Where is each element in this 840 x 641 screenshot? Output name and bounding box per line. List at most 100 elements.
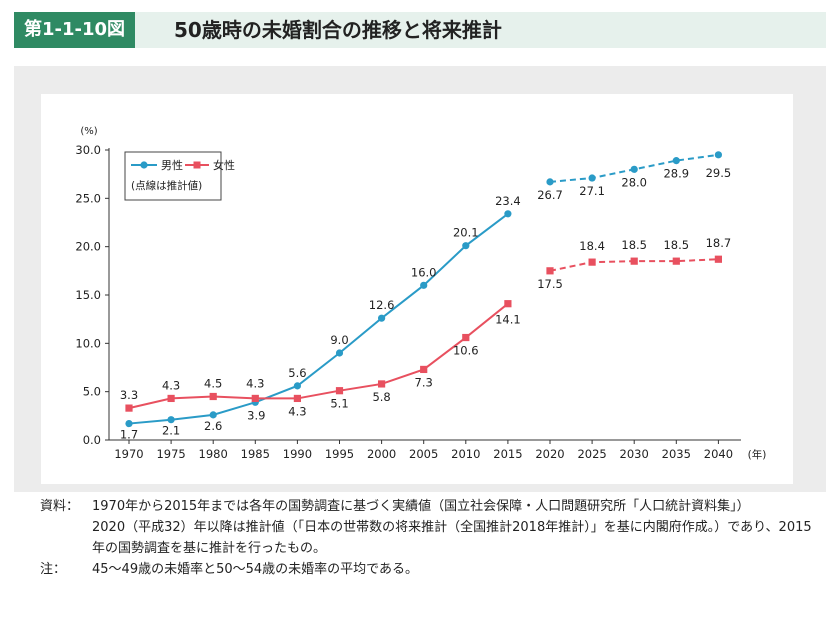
figure-title: 50歳時の未婚割合の推移と将来推計: [174, 18, 502, 42]
legend-male-label: 男性: [161, 158, 183, 172]
female-data-label: 5.1: [330, 397, 348, 411]
chart-panel: 0.0 5.0 10.0 15.0 20.0 25.0 30.0 (%) 1970 1975 198…: [41, 94, 793, 484]
female-data-label: 18.5: [663, 238, 689, 252]
x-tick-label: 2015: [493, 447, 522, 461]
y-tick-label: 10.0: [75, 336, 101, 350]
female-point: [251, 394, 259, 403]
female-point: [420, 365, 428, 374]
x-tick-label: 2005: [409, 447, 438, 461]
female-point: [209, 392, 217, 401]
female-data-label: 4.3: [246, 376, 264, 390]
source-text-line-1: 1970年から2015年までは各年の国勢調査に基づく実績値（国立社会保障・人口問…: [92, 499, 750, 514]
footnote-label: 注：: [40, 562, 67, 577]
female-data-label: 4.3: [288, 404, 306, 418]
x-tick-label: 2030: [620, 447, 649, 461]
source-text: 1970年から2015年までは各年の国勢調査に基づく実績値（国立社会保障・人口問…: [92, 496, 820, 559]
female-data-label: 17.5: [537, 277, 563, 291]
x-tick-label: 2035: [662, 447, 691, 461]
male-point: [672, 157, 680, 165]
male-data-label: 20.1: [453, 226, 479, 240]
x-tick-label: 2020: [535, 447, 564, 461]
x-tick-label: 2040: [704, 447, 733, 461]
male-point: [335, 349, 344, 357]
female-point: [588, 258, 596, 266]
x-tick-label: 1985: [241, 447, 270, 461]
x-tick-label: 1980: [199, 447, 228, 461]
male-data-label: 12.6: [369, 298, 395, 312]
female-point: [504, 300, 512, 308]
male-data-label: 1.7: [120, 428, 138, 442]
female-data-label: 18.5: [621, 238, 647, 252]
source-text-line-2: 2020（平成32）年以降は推計値（「日本の世帯数の将来推計（全国推計2018年…: [92, 520, 812, 556]
male-point: [714, 151, 723, 159]
male-point: [420, 281, 428, 289]
male-data-label: 28.0: [621, 175, 647, 189]
male-point: [546, 178, 554, 186]
x-axis-unit-label: (年): [748, 448, 767, 461]
male-point: [167, 416, 175, 424]
x-tick-label: 2000: [367, 447, 396, 461]
male-point: [209, 411, 217, 419]
x-tick-label: 1990: [283, 447, 312, 461]
female-point: [125, 404, 133, 412]
x-tick-label: 1970: [114, 447, 143, 461]
figure-label: 第1-1-10図: [14, 12, 136, 48]
female-data-label: 5.8: [372, 390, 390, 404]
male-data-label: 2.6: [204, 419, 222, 433]
male-point: [125, 419, 133, 428]
male-data-label: 9.0: [330, 333, 348, 347]
male-data-label: 27.1: [579, 184, 605, 198]
male-data-label: 28.9: [663, 167, 689, 181]
male-data-label: 29.5: [706, 166, 732, 180]
y-tick-label: 5.0: [83, 385, 101, 399]
female-data-label: 14.1: [495, 313, 521, 327]
female-data-label: 4.5: [204, 376, 222, 390]
male-actual-line: [128, 212, 509, 425]
male-data-label: 2.1: [162, 424, 180, 438]
legend-female-marker: [193, 161, 201, 169]
male-data-label: 16.0: [411, 265, 437, 279]
male-data-label: 23.4: [495, 194, 521, 208]
notes-section: 資料： 1970年から2015年までは各年の国勢調査に基づく実績値（国立社会保障…: [40, 496, 820, 580]
x-tick-label: 1975: [156, 447, 185, 461]
y-tick-label: 20.0: [75, 240, 101, 254]
male-point: [293, 382, 301, 390]
female-point: [672, 257, 680, 265]
y-tick-label: 30.0: [75, 143, 101, 157]
line-chart: 0.0 5.0 10.0 15.0 20.0 25.0 30.0 (%) 1970 1975 198…: [75, 126, 767, 461]
y-axis-unit-label: (%): [80, 126, 97, 137]
x-tick-label: 1995: [325, 447, 354, 461]
female-point: [378, 380, 386, 388]
source-label: 資料：: [40, 499, 80, 514]
male-point: [588, 174, 596, 182]
x-tick-label: 2010: [451, 447, 480, 461]
legend-note: (点線は推計値): [131, 179, 202, 192]
female-point: [630, 257, 638, 265]
y-tick-label: 15.0: [75, 288, 101, 302]
legend-female-label: 女性: [213, 158, 235, 172]
female-point: [167, 394, 175, 403]
male-point: [504, 210, 512, 218]
footnote-text: 45〜49歳の未婚率と50〜54歳の未婚率の平均である。: [92, 562, 419, 577]
male-data-label: 3.9: [247, 408, 265, 422]
y-tick-label: 25.0: [75, 191, 101, 205]
chart-area: 0.0 5.0 10.0 15.0 20.0 25.0 30.0 (%) 1970 1975 198…: [14, 66, 826, 492]
female-point: [714, 255, 722, 263]
female-data-label: 7.3: [415, 375, 433, 389]
female-data-label: 18.4: [579, 239, 605, 253]
female-actual-line: [128, 302, 509, 410]
male-point: [462, 242, 470, 250]
male-data-label: 5.6: [288, 366, 306, 380]
legend-male-marker: [140, 161, 148, 169]
female-point: [293, 394, 301, 403]
male-point: [378, 314, 386, 322]
female-data-label: 10.6: [453, 344, 479, 358]
footnote: 注： 45〜49歳の未婚率と50〜54歳の未婚率の平均である。: [40, 559, 820, 580]
female-point: [546, 267, 554, 275]
female-point: [335, 387, 344, 395]
source-note: 資料： 1970年から2015年までは各年の国勢調査に基づく実績値（国立社会保障…: [40, 496, 820, 559]
x-tick-label: 2025: [577, 447, 606, 461]
female-point: [462, 333, 470, 342]
female-data-label: 4.3: [162, 378, 180, 392]
legend-box: [124, 151, 222, 201]
